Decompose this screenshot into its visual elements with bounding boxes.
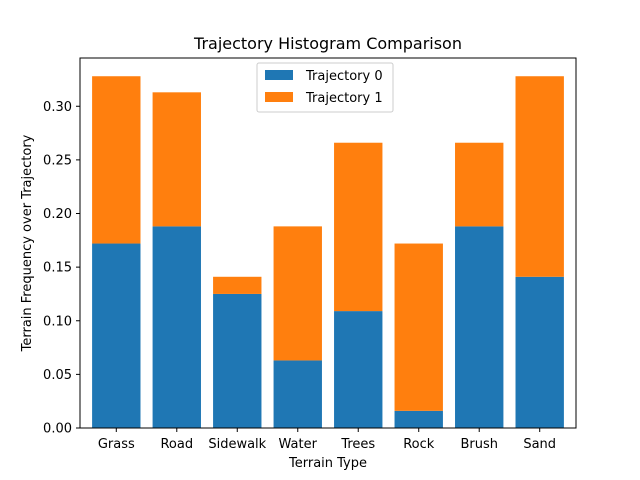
y-tick-label: 0.00 bbox=[43, 422, 72, 437]
chart-title: Trajectory Histogram Comparison bbox=[193, 34, 462, 53]
bar-grass-trajectory-0 bbox=[92, 243, 141, 428]
x-tick-label: Water bbox=[279, 437, 318, 452]
x-tick-label: Road bbox=[160, 437, 193, 452]
bar-trees-trajectory-0 bbox=[334, 311, 383, 428]
x-tick-label: Rock bbox=[403, 437, 435, 452]
legend: Trajectory 0 Trajectory 1 bbox=[256, 62, 394, 113]
legend-swatch-trajectory-1 bbox=[265, 92, 293, 102]
bar-sidewalk-trajectory-1 bbox=[213, 276, 262, 294]
legend-swatch-trajectory-0 bbox=[265, 70, 293, 80]
y-axis-ticks: 0.00 0.05 0.10 0.15 0.20 0.25 0.30 bbox=[43, 100, 80, 437]
bar-rock-trajectory-0 bbox=[394, 410, 443, 428]
x-tick-label: Brush bbox=[460, 437, 498, 452]
legend-label-trajectory-0: Trajectory 0 bbox=[305, 69, 383, 84]
x-axis-label: Terrain Type bbox=[288, 456, 367, 471]
bar-trees-trajectory-1 bbox=[334, 142, 383, 312]
legend-label-trajectory-1: Trajectory 1 bbox=[305, 91, 383, 106]
bar-water-trajectory-1 bbox=[273, 226, 322, 361]
x-tick-label: Sand bbox=[523, 437, 556, 452]
y-tick-label: 0.25 bbox=[43, 153, 72, 168]
bars bbox=[92, 76, 564, 428]
y-tick-label: 0.30 bbox=[43, 100, 72, 115]
bar-water-trajectory-0 bbox=[273, 360, 322, 428]
y-tick-label: 0.15 bbox=[43, 261, 72, 276]
bar-brush-trajectory-0 bbox=[455, 226, 504, 428]
bar-brush-trajectory-1 bbox=[455, 142, 504, 227]
bar-sidewalk-trajectory-0 bbox=[213, 293, 262, 428]
bar-rock-trajectory-1 bbox=[394, 243, 443, 411]
bar-sand-trajectory-1 bbox=[515, 76, 564, 277]
x-tick-label: Trees bbox=[340, 437, 375, 452]
bar-road-trajectory-1 bbox=[152, 92, 201, 227]
x-tick-label: Sidewalk bbox=[208, 437, 266, 452]
y-tick-label: 0.20 bbox=[43, 207, 72, 222]
y-tick-label: 0.10 bbox=[43, 314, 72, 329]
bar-grass-trajectory-1 bbox=[92, 76, 141, 244]
bar-road-trajectory-0 bbox=[152, 226, 201, 428]
y-axis-label: Terrain Frequency over Trajectory bbox=[20, 134, 35, 352]
bar-sand-trajectory-0 bbox=[515, 276, 564, 428]
x-axis-ticks: Grass Road Sidewalk Water Trees Rock Brush Sand bbox=[98, 428, 556, 452]
y-tick-label: 0.05 bbox=[43, 368, 72, 383]
x-tick-label: Grass bbox=[98, 437, 135, 452]
plot-frame bbox=[79, 57, 577, 429]
